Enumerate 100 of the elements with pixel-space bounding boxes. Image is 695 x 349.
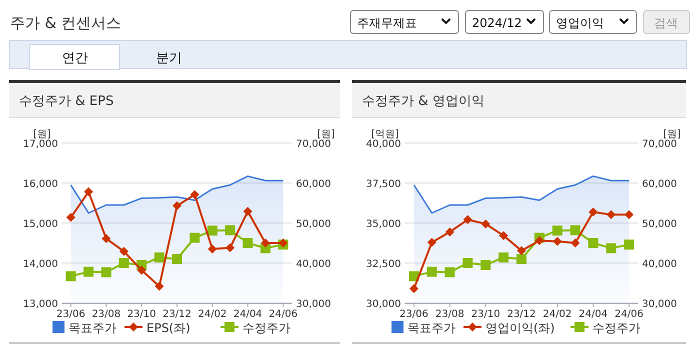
y2-tick-label: 70,000: [642, 139, 677, 150]
y2-tick-label: 60,000: [642, 179, 677, 190]
text: 검색: [654, 16, 678, 30]
y-axis-title: [억원]: [371, 129, 399, 140]
legend-label: 수정주가: [592, 321, 640, 335]
chart-title: 수정주가 & 영업이익: [362, 94, 484, 109]
legend-label: 영업이익(좌): [486, 321, 555, 335]
point: [66, 212, 76, 222]
point: [462, 258, 473, 268]
y2-tick-label: 60,000: [296, 179, 331, 190]
x-tick-label: 23/12: [507, 309, 536, 320]
point: [624, 240, 634, 250]
point: [552, 226, 562, 236]
y-tick-label: 14,000: [23, 259, 58, 270]
point: [243, 206, 252, 216]
point: [101, 267, 112, 278]
point: [154, 282, 164, 291]
point: [154, 252, 164, 262]
point: [588, 238, 598, 248]
point: [84, 187, 94, 196]
y2-tick-label: 50,000: [296, 219, 331, 230]
y-tick-label: 32,500: [366, 259, 401, 270]
y-tick-label: 15,000: [23, 219, 58, 230]
x-tick-label: 23/10: [127, 309, 156, 320]
y2-tick-label: 70,000: [296, 139, 331, 150]
legend-label: 수정주가: [242, 321, 290, 335]
point: [260, 238, 270, 248]
x-tick-label: 24/02: [542, 309, 572, 320]
point: [172, 254, 182, 264]
legend-label: 목표주가: [408, 321, 456, 335]
x-tick-label: 23/10: [471, 309, 500, 320]
point: [463, 215, 472, 224]
y2-axis-title: [원]: [663, 129, 681, 140]
y-tick-label: 16,000: [23, 179, 58, 190]
y2-tick-label: 40,000: [296, 259, 331, 270]
point: [480, 260, 491, 270]
point: [570, 225, 580, 236]
point: [66, 271, 76, 282]
y-tick-label: 17,000: [23, 139, 58, 150]
point: [606, 210, 616, 220]
point: [444, 267, 455, 278]
point: [119, 246, 128, 256]
text: 분기: [156, 51, 182, 66]
x-tick-label: 23/06: [400, 309, 428, 320]
legend-label: 목표주가: [68, 321, 116, 335]
y-tick-label: 13,000: [23, 299, 58, 310]
point: [624, 210, 634, 220]
point: [137, 266, 146, 275]
x-tick-label: 24/06: [268, 309, 298, 320]
y-tick-label: 37,500: [366, 179, 401, 190]
point: [242, 238, 253, 248]
point: [172, 201, 182, 210]
x-tick-label: 23/06: [56, 309, 86, 320]
point: [606, 243, 616, 254]
point: [570, 238, 580, 248]
point: [118, 258, 129, 268]
point: [207, 226, 218, 236]
point: [534, 236, 544, 246]
y2-tick-label: 30,000: [296, 299, 331, 310]
x-tick-label: 24/04: [578, 309, 608, 320]
text: 주가 & 컨센서스: [10, 14, 122, 32]
point: [552, 236, 562, 246]
chart-title: 수정주가 & EPS: [19, 94, 114, 109]
point: [208, 244, 217, 254]
x-tick-label: 23/08: [435, 309, 464, 320]
point: [190, 190, 200, 200]
point: [102, 234, 111, 244]
point: [517, 246, 526, 256]
point: [226, 243, 235, 252]
point: [499, 231, 508, 240]
y-axis-title: [원]: [33, 129, 51, 140]
y2-tick-label: 40,000: [642, 259, 677, 270]
point: [84, 266, 94, 277]
point: [498, 252, 509, 262]
text: 연간: [62, 51, 88, 66]
x-tick-label: 23/08: [92, 309, 121, 320]
point: [426, 266, 437, 277]
point: [278, 238, 288, 248]
y-tick-label: 30,000: [366, 299, 401, 310]
y-tick-label: 40,000: [366, 139, 401, 150]
y2-axis-title: [원]: [317, 129, 335, 140]
point: [427, 238, 436, 247]
x-tick-label: 24/04: [233, 309, 262, 320]
point: [516, 254, 526, 264]
y2-tick-label: 50,000: [642, 219, 677, 230]
legend-label: EPS(좌): [146, 321, 190, 335]
point: [225, 225, 236, 236]
point: [588, 207, 598, 216]
x-tick-label: 23/12: [162, 309, 192, 320]
point: [445, 227, 454, 236]
point: [481, 219, 490, 228]
text: 영업이익: [556, 16, 604, 30]
text: 2024/12: [472, 16, 522, 30]
y-tick-label: 35,000: [366, 219, 401, 230]
y2-tick-label: 30,000: [642, 299, 677, 310]
point: [190, 232, 200, 243]
text: 주재무제표: [357, 16, 417, 30]
x-tick-label: 24/06: [614, 309, 644, 320]
point: [409, 284, 418, 294]
x-tick-label: 24/02: [198, 309, 227, 320]
